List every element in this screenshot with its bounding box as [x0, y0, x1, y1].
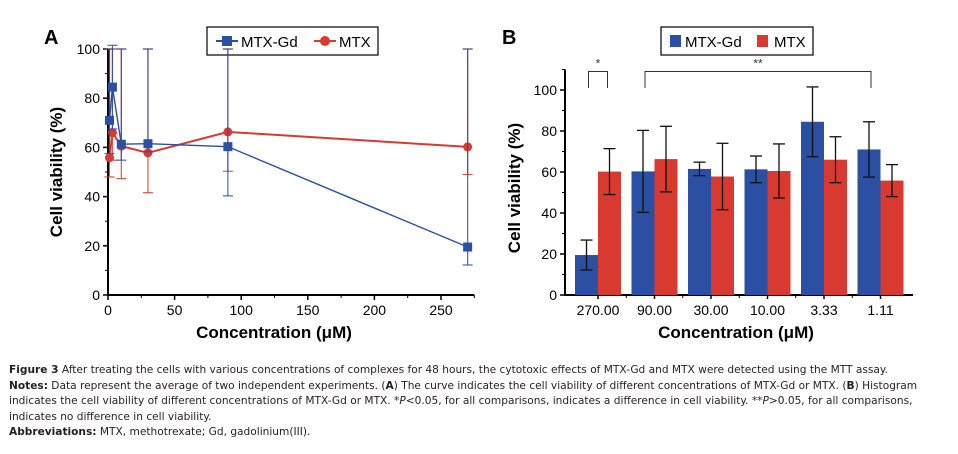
legend-label-mtx-gd: MTX-Gd — [241, 34, 298, 51]
x-tick-label: 270.00 — [577, 302, 620, 318]
y-tick-label: 0 — [549, 287, 557, 303]
x-tick-label: 100 — [230, 302, 254, 318]
y-tick-label: 20 — [541, 246, 557, 262]
significance-label: * — [596, 57, 601, 71]
bar-mtx — [711, 176, 734, 295]
x-tick-label: 3.33 — [810, 302, 837, 318]
bar-mtx-gd — [744, 169, 768, 295]
panel-b-significance: * ** — [588, 57, 872, 88]
bar-mtx-gd — [857, 149, 881, 295]
data-point-square — [143, 139, 153, 149]
notes-p: P — [762, 395, 769, 408]
bar-mtx — [824, 159, 847, 295]
panel-a-y-axis-label: Cell viability (%) — [47, 107, 66, 237]
panel-a-line-chart: A MTX-Gd MTX 0 20 40 60 80 100 0 50 100 150 200 250… — [44, 26, 475, 342]
series-mtx — [104, 48, 473, 194]
y-tick-label: 100 — [77, 41, 101, 57]
x-tick-label: 200 — [363, 302, 387, 318]
y-tick-label: 20 — [84, 238, 100, 254]
x-tick-label: 90.00 — [637, 302, 672, 318]
significance-bracket — [588, 71, 608, 88]
notes-ref-b: B — [846, 379, 855, 392]
x-tick-label: 150 — [296, 302, 320, 318]
notes-ref-a: A — [385, 379, 394, 392]
data-point-square — [463, 242, 473, 252]
bar-mtx-gd — [575, 255, 598, 295]
panel-b-x-axis-label: Concentration (μM) — [658, 323, 814, 342]
y-tick-label: 80 — [84, 90, 100, 106]
bar-mtx — [880, 180, 904, 295]
abbr-label: Abbreviations: — [9, 426, 97, 439]
panel-a-legend: MTX-Gd MTX — [206, 26, 379, 56]
data-point-square — [223, 142, 233, 152]
panel-a-label: A — [44, 27, 58, 49]
panel-a-x-axis-label: Concentration (μM) — [196, 323, 352, 342]
notes-text: >0.05, for all comparisons, indicates no… — [9, 395, 913, 423]
legend-marker-square — [222, 36, 232, 46]
data-point-square — [104, 115, 114, 125]
panel-b-y-axis-label: Cell viability (%) — [505, 123, 524, 253]
panel-a-series — [104, 44, 473, 266]
y-tick-label: 40 — [84, 189, 100, 205]
legend-label-mtx: MTX — [339, 34, 371, 51]
notes-text: <0.05, for all comparisons, indicates a … — [405, 395, 763, 408]
panel-b-axes: 0 20 40 60 80 100 270.00 90.00 30.00 10.00 3.33 1.1… — [534, 69, 913, 318]
bar-mtx — [598, 171, 621, 295]
y-tick-label: 0 — [92, 287, 100, 303]
legend-label-mtx-gd: MTX-Gd — [685, 34, 742, 51]
data-point-circle — [143, 148, 153, 158]
y-tick-label: 60 — [541, 164, 557, 180]
x-tick-label: 10.00 — [750, 302, 785, 318]
data-point-square — [116, 139, 126, 149]
bar-mtx — [767, 170, 791, 295]
notes-p: P — [399, 395, 406, 408]
caption-notes: Notes: Data represent the average of two… — [9, 379, 954, 426]
y-tick-label: 80 — [541, 123, 557, 139]
x-tick-label: 1.11 — [867, 302, 893, 318]
caption-abbreviations: Abbreviations: MTX, methotrexate; Gd, ga… — [9, 425, 954, 441]
series-mtx-gd — [104, 44, 473, 266]
notes-text: Data represent the average of two indepe… — [47, 379, 386, 392]
caption-title: Figure 3 After treating the cells with v… — [9, 363, 954, 379]
legend-swatch-mtx-gd — [670, 35, 681, 47]
figure-caption: Figure 3 After treating the cells with v… — [9, 363, 954, 441]
figure-label: Figure 3 — [9, 364, 59, 376]
notes-text: ) Histogram indicates the cell viability… — [9, 379, 918, 408]
bar-mtx-gd — [631, 171, 655, 295]
panel-b-legend: MTX-Gd MTX — [660, 26, 814, 56]
y-tick-label: 40 — [541, 205, 557, 221]
x-tick-label: 30.00 — [693, 302, 728, 318]
x-tick-label: 250 — [429, 302, 453, 318]
legend-label-mtx: MTX — [774, 34, 806, 51]
panel-b-bar-chart: B MTX-Gd MTX 0 20 40 60 80 100 270.00 90.00 30.0… — [502, 26, 913, 342]
significance-bracket — [644, 71, 872, 88]
bar-mtx — [654, 159, 678, 295]
x-tick-label: 50 — [167, 302, 183, 318]
notes-label: Notes: — [9, 379, 48, 392]
data-point-square — [107, 82, 117, 92]
notes-text: ) The curve indicates the cell viability… — [393, 379, 847, 392]
bar-mtx-gd — [688, 168, 711, 295]
bar-mtx-gd — [801, 121, 824, 296]
abbr-text: MTX, methotrexate; Gd, gadolinium(III). — [96, 426, 311, 439]
legend-marker-circle — [320, 36, 330, 46]
figure-text: After treating the cells with various co… — [58, 364, 888, 376]
panel-b-bars — [575, 86, 904, 296]
series-line — [108, 87, 468, 248]
y-tick-label: 100 — [534, 82, 558, 98]
x-tick-label: 0 — [104, 302, 112, 318]
panel-b-label: B — [502, 27, 516, 49]
legend-box — [660, 26, 814, 56]
y-tick-label: 60 — [84, 139, 100, 155]
legend-swatch-mtx — [757, 35, 768, 47]
data-point-circle — [107, 128, 117, 138]
significance-label: ** — [753, 57, 763, 71]
panel-a-axes: 0 20 40 60 80 100 0 50 100 150 200 250 — [77, 41, 475, 318]
